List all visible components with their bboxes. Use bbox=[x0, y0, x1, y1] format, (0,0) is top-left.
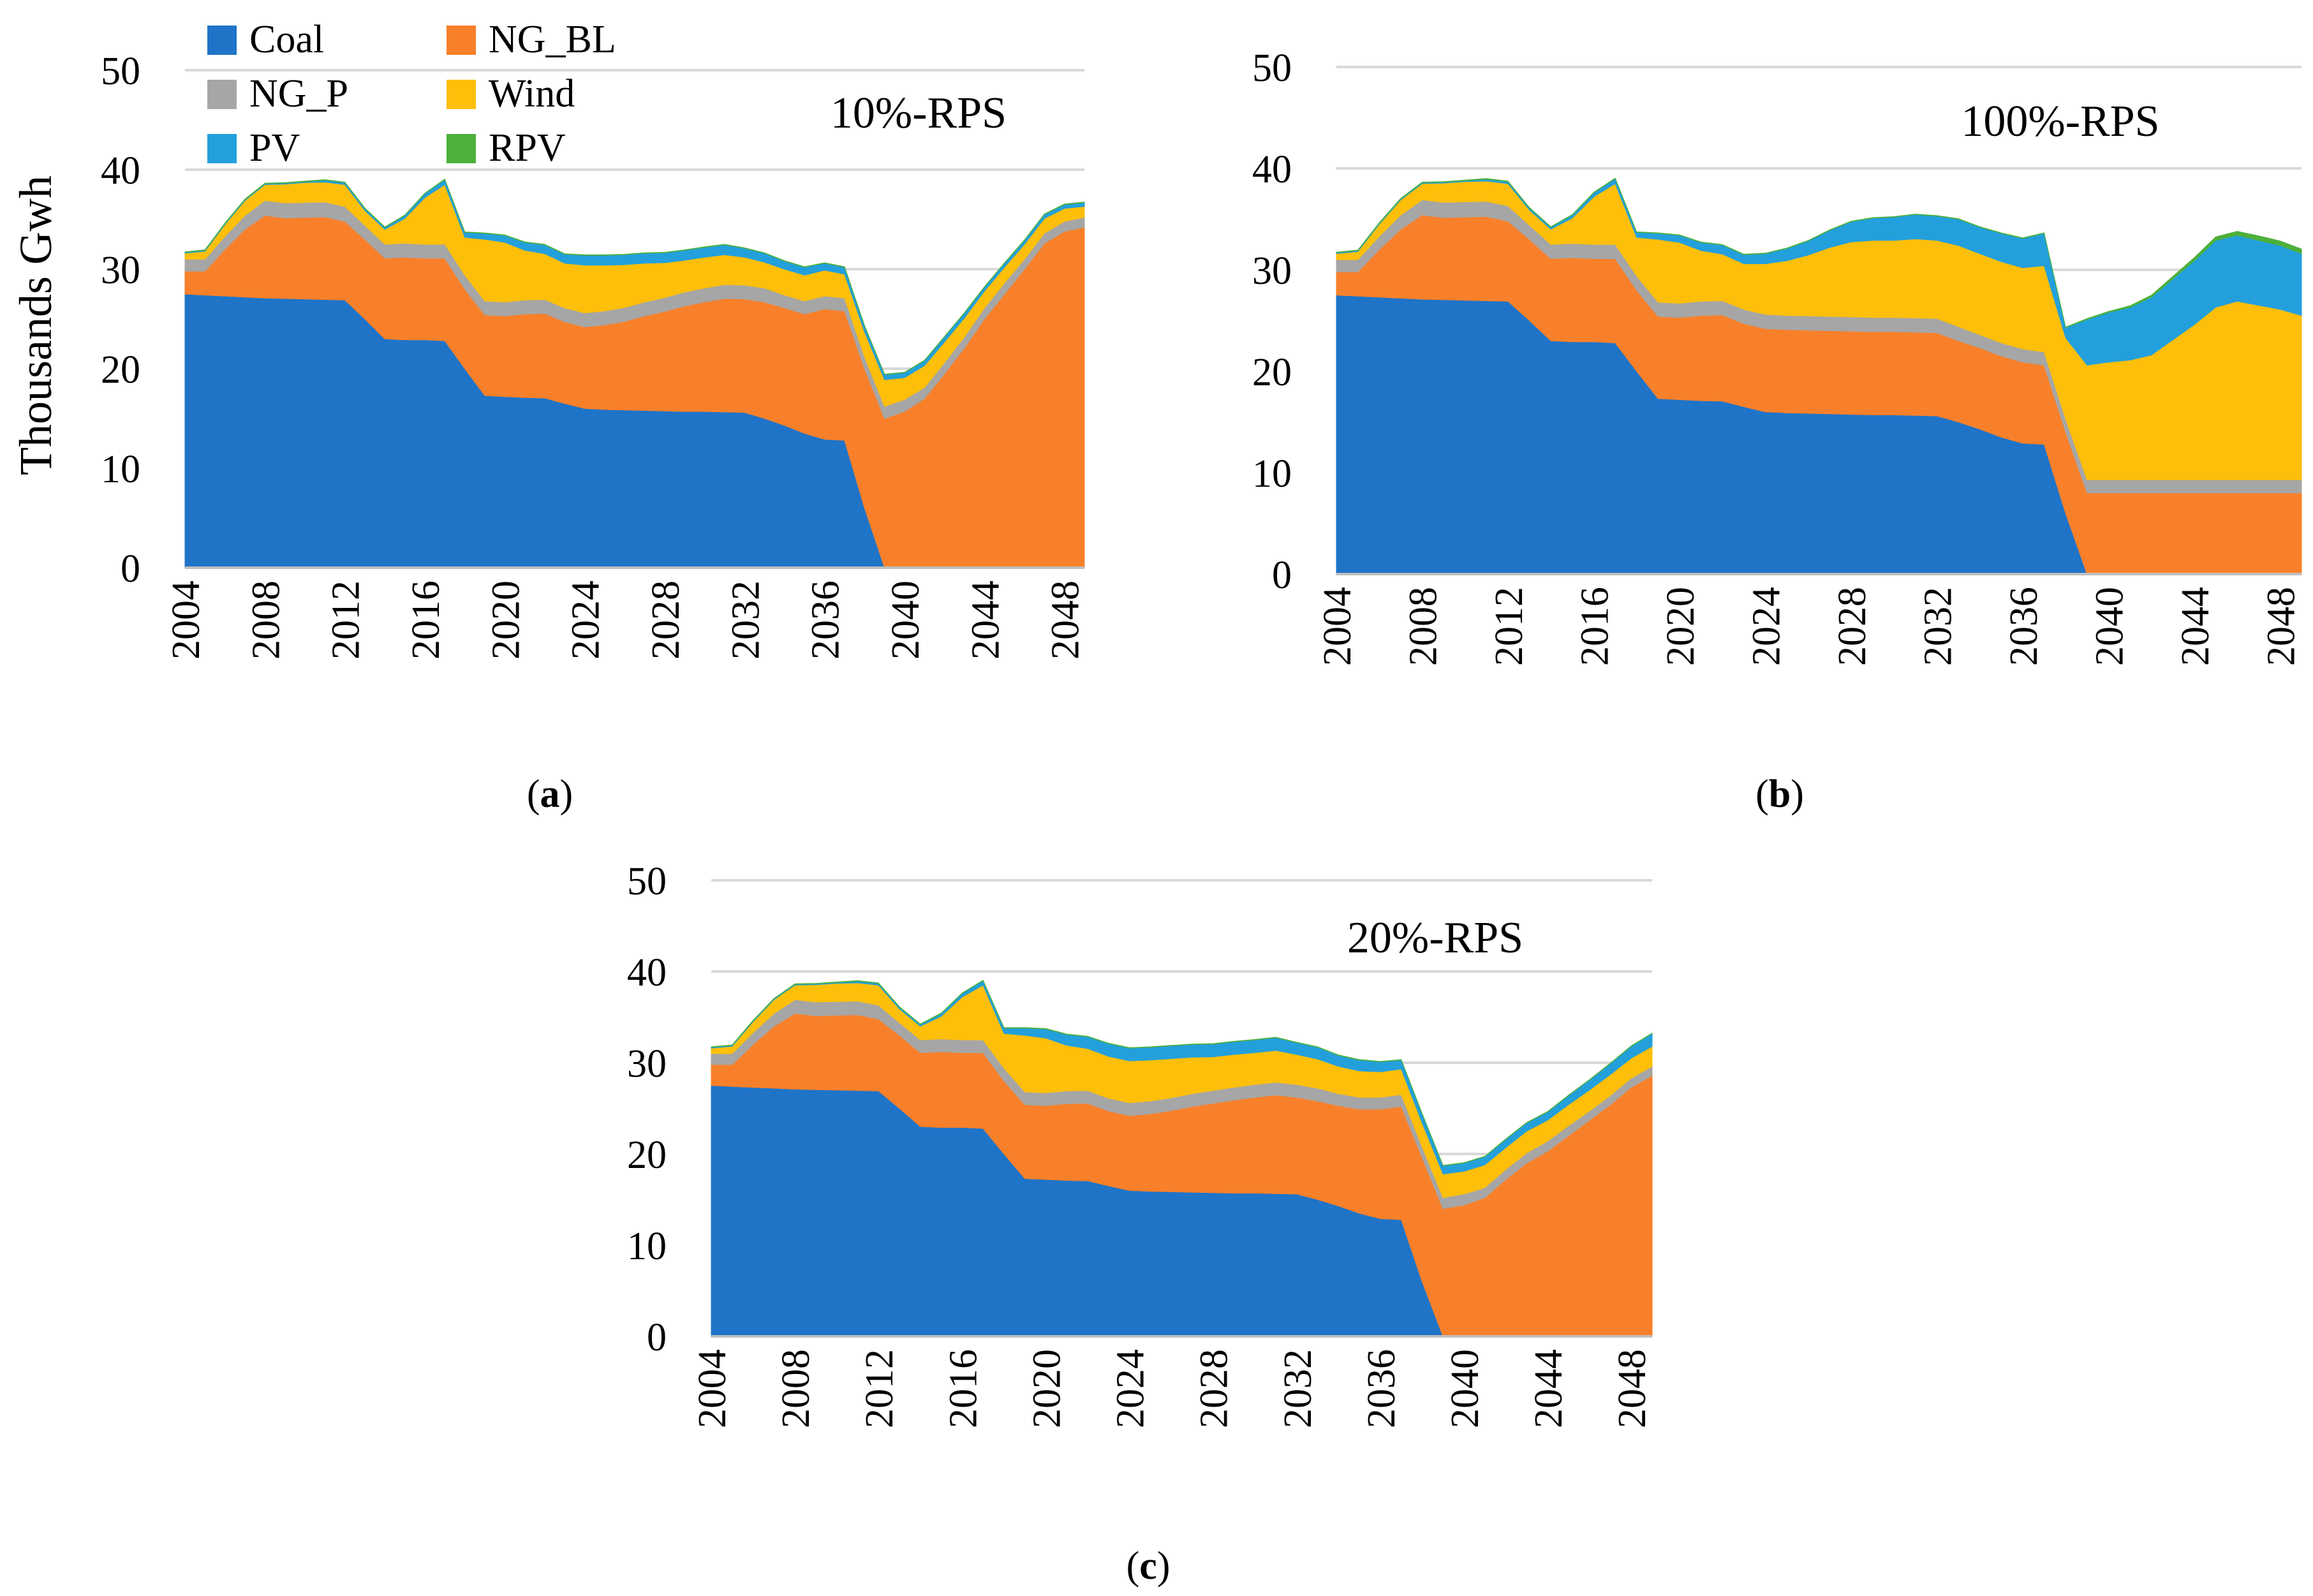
x-tick-label: 2036 bbox=[2002, 587, 2046, 666]
y-tick-label: 30 bbox=[1252, 249, 1292, 293]
y-tick-label: 20 bbox=[627, 1134, 667, 1177]
x-tick-label: 2024 bbox=[1109, 1349, 1153, 1428]
x-tick-label: 2048 bbox=[2259, 587, 2303, 666]
y-tick-label: 10 bbox=[101, 448, 140, 491]
x-tick-label: 2016 bbox=[942, 1349, 985, 1428]
legend-label-wind: Wind bbox=[489, 72, 575, 115]
y-tick-label: 40 bbox=[1252, 148, 1292, 191]
area-rpv bbox=[1336, 177, 2302, 329]
x-tick-label: 2048 bbox=[1044, 580, 1088, 660]
y-tick-label: 50 bbox=[1252, 47, 1292, 90]
x-tick-label: 2020 bbox=[1025, 1349, 1068, 1428]
y-tick-label: 20 bbox=[101, 348, 140, 392]
x-tick-label: 2004 bbox=[691, 1349, 734, 1428]
y-tick-label: 0 bbox=[647, 1316, 667, 1359]
x-tick-label: 2040 bbox=[884, 580, 927, 660]
x-tick-label: 2016 bbox=[1574, 587, 1617, 666]
x-tick-label: 2008 bbox=[1402, 587, 1445, 666]
panel-c: 0 10 20 30 40 50 2004 2008 2012 2016 2020 2024 2028 2… bbox=[627, 860, 1654, 1428]
x-tick-label: 2008 bbox=[244, 580, 288, 660]
y-tick-label: 0 bbox=[1272, 554, 1292, 597]
legend: Coal NG_BL NG_P Wind PV RPV bbox=[207, 18, 616, 170]
y-tick-label: 0 bbox=[121, 547, 140, 591]
x-tick-label: 2020 bbox=[484, 580, 528, 660]
panel-b: 0 10 20 30 40 50 2004 2008 2012 2016 2020 2024 2028 2… bbox=[1252, 47, 2303, 666]
x-tick-label: 2024 bbox=[565, 580, 608, 660]
legend-label-pv: PV bbox=[249, 126, 300, 170]
x-tick-label: 2040 bbox=[2088, 587, 2131, 666]
panel-title: 100%-RPS bbox=[1961, 97, 2159, 146]
x-tick-label: 2028 bbox=[1193, 1349, 1236, 1428]
x-tick-label: 2044 bbox=[964, 580, 1007, 660]
x-tick-label: 2032 bbox=[1276, 1349, 1320, 1428]
x-tick-label: 2004 bbox=[1316, 587, 1359, 666]
panel-title: 20%-RPS bbox=[1347, 913, 1523, 963]
area-rpv bbox=[711, 979, 1653, 1167]
legend-swatch-ng-bl bbox=[447, 26, 476, 55]
x-tick-label: 2008 bbox=[774, 1349, 818, 1428]
legend-swatch-pv bbox=[207, 134, 237, 163]
y-tick-label: 30 bbox=[101, 249, 140, 292]
y-tick-label: 50 bbox=[101, 50, 140, 93]
y-tick-label: 30 bbox=[627, 1042, 667, 1086]
x-tick-label: 2016 bbox=[404, 580, 448, 660]
x-tick-label: 2012 bbox=[858, 1349, 901, 1428]
y-tick-label: 50 bbox=[627, 860, 667, 903]
x-tick-label: 2020 bbox=[1659, 587, 1703, 666]
caption-c: (c) bbox=[1127, 1544, 1171, 1588]
y-tick-label: 40 bbox=[627, 951, 667, 994]
y-tick-label: 10 bbox=[627, 1225, 667, 1268]
x-tick-label: 2024 bbox=[1745, 587, 1788, 666]
y-tick-label: 10 bbox=[1252, 452, 1292, 496]
y-axis-label: Thousands Gwh bbox=[10, 175, 61, 475]
legend-swatch-rpv bbox=[447, 134, 476, 163]
legend-swatch-wind bbox=[447, 80, 476, 109]
legend-swatch-coal bbox=[207, 26, 237, 55]
x-tick-label: 2028 bbox=[644, 580, 688, 660]
panel-title: 10%-RPS bbox=[831, 89, 1007, 138]
x-tick-label: 2004 bbox=[165, 580, 208, 660]
caption-a: (a) bbox=[527, 772, 573, 816]
legend-label-ng-p: NG_P bbox=[249, 72, 348, 115]
x-tick-label: 2040 bbox=[1444, 1349, 1487, 1428]
x-tick-label: 2048 bbox=[1611, 1349, 1654, 1428]
x-tick-label: 2036 bbox=[804, 580, 848, 660]
y-tick-label: 20 bbox=[1252, 351, 1292, 394]
area-rpv bbox=[184, 179, 1085, 375]
legend-label-coal: Coal bbox=[249, 18, 324, 61]
x-tick-label: 2012 bbox=[325, 580, 368, 660]
x-tick-label: 2028 bbox=[1831, 587, 1874, 666]
caption-b: (b) bbox=[1755, 772, 1804, 816]
legend-label-rpv: RPV bbox=[489, 126, 566, 170]
x-tick-label: 2036 bbox=[1360, 1349, 1403, 1428]
legend-label-ng-bl: NG_BL bbox=[489, 18, 616, 61]
panel-a: 0 10 20 30 40 50 2004 2008 2012 2016 2020 2024 2028 2… bbox=[101, 50, 1088, 660]
x-tick-label: 2032 bbox=[1916, 587, 1960, 666]
x-tick-label: 2044 bbox=[1527, 1349, 1570, 1428]
x-tick-label: 2044 bbox=[2174, 587, 2217, 666]
x-tick-label: 2012 bbox=[1488, 587, 1531, 666]
x-tick-label: 2032 bbox=[724, 580, 767, 660]
legend-swatch-ng-p bbox=[207, 80, 237, 109]
y-tick-label: 40 bbox=[101, 149, 140, 193]
